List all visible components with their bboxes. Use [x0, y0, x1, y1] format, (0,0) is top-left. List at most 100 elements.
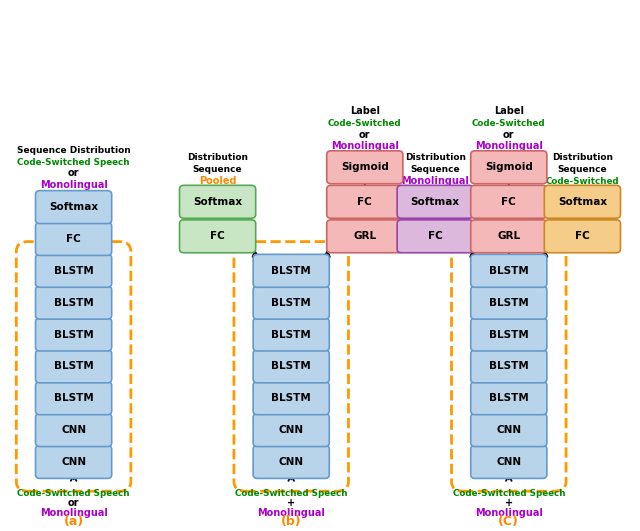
Text: CNN: CNN — [496, 457, 522, 467]
FancyBboxPatch shape — [471, 382, 547, 415]
Text: BLSTM: BLSTM — [489, 330, 529, 339]
Text: (b): (b) — [281, 515, 301, 528]
Text: BLSTM: BLSTM — [271, 266, 311, 276]
Text: CNN: CNN — [61, 425, 86, 435]
Text: or: or — [68, 498, 79, 508]
FancyBboxPatch shape — [471, 185, 547, 218]
Text: Code-Switched Speech: Code-Switched Speech — [452, 489, 565, 498]
FancyBboxPatch shape — [471, 286, 547, 319]
Text: Sequence Distribution: Sequence Distribution — [17, 146, 131, 155]
Text: Monolingual: Monolingual — [331, 141, 399, 151]
Text: FC: FC — [66, 234, 81, 244]
Text: Code-Switched: Code-Switched — [328, 119, 402, 128]
Text: CNN: CNN — [278, 425, 304, 435]
Text: Monolingual: Monolingual — [40, 508, 108, 518]
FancyBboxPatch shape — [179, 220, 256, 253]
Text: Softmax: Softmax — [558, 197, 607, 207]
FancyBboxPatch shape — [397, 220, 474, 253]
Text: GRL: GRL — [497, 232, 520, 241]
FancyBboxPatch shape — [36, 382, 111, 415]
Text: BLSTM: BLSTM — [489, 362, 529, 371]
FancyBboxPatch shape — [253, 382, 329, 415]
Text: Monolingual: Monolingual — [475, 508, 543, 518]
Text: BLSTM: BLSTM — [54, 393, 93, 403]
Text: BLSTM: BLSTM — [54, 266, 93, 276]
Text: Distribution: Distribution — [187, 153, 248, 162]
Text: +: + — [505, 498, 513, 508]
Text: Softmax: Softmax — [193, 197, 242, 207]
Text: FC: FC — [357, 197, 372, 207]
FancyBboxPatch shape — [471, 254, 547, 287]
Text: or: or — [68, 168, 79, 178]
Text: Code-Switched Speech: Code-Switched Speech — [235, 489, 348, 498]
FancyBboxPatch shape — [471, 350, 547, 383]
Text: Code-Switched: Code-Switched — [545, 177, 620, 186]
Text: CNN: CNN — [496, 425, 522, 435]
Text: (a): (a) — [63, 515, 84, 528]
FancyBboxPatch shape — [471, 446, 547, 478]
FancyBboxPatch shape — [36, 446, 111, 478]
Text: GRL: GRL — [353, 232, 376, 241]
Text: or: or — [359, 130, 371, 140]
Text: Code-Switched Speech: Code-Switched Speech — [17, 158, 130, 167]
Text: Sequence: Sequence — [557, 165, 607, 174]
FancyBboxPatch shape — [36, 254, 111, 287]
Text: BLSTM: BLSTM — [489, 266, 529, 276]
FancyBboxPatch shape — [397, 185, 474, 218]
Text: CNN: CNN — [278, 457, 304, 467]
FancyBboxPatch shape — [253, 350, 329, 383]
Text: or: or — [503, 130, 515, 140]
Text: Monolingual: Monolingual — [40, 180, 108, 190]
FancyBboxPatch shape — [471, 318, 547, 351]
FancyBboxPatch shape — [36, 318, 111, 351]
FancyBboxPatch shape — [327, 151, 403, 184]
Text: BLSTM: BLSTM — [54, 330, 93, 339]
FancyBboxPatch shape — [253, 414, 329, 447]
Text: Softmax: Softmax — [49, 202, 98, 212]
FancyBboxPatch shape — [36, 350, 111, 383]
Text: CNN: CNN — [61, 457, 86, 467]
Text: Code-Switched Speech: Code-Switched Speech — [17, 489, 130, 498]
Text: Sigmoid: Sigmoid — [341, 162, 388, 172]
Text: BLSTM: BLSTM — [271, 330, 311, 339]
Text: (C): (C) — [499, 515, 519, 528]
Text: BLSTM: BLSTM — [489, 298, 529, 307]
FancyBboxPatch shape — [179, 185, 256, 218]
FancyBboxPatch shape — [253, 254, 329, 287]
Text: Monolingual: Monolingual — [475, 141, 543, 151]
FancyBboxPatch shape — [545, 220, 621, 253]
FancyBboxPatch shape — [36, 414, 111, 447]
Text: Label: Label — [350, 106, 380, 116]
FancyBboxPatch shape — [253, 286, 329, 319]
FancyBboxPatch shape — [36, 191, 111, 224]
Text: Sequence: Sequence — [193, 165, 243, 174]
Text: BLSTM: BLSTM — [271, 393, 311, 403]
FancyBboxPatch shape — [471, 220, 547, 253]
Text: FC: FC — [575, 232, 590, 241]
Text: BLSTM: BLSTM — [271, 298, 311, 307]
FancyBboxPatch shape — [327, 185, 403, 218]
Text: Distribution: Distribution — [552, 153, 613, 162]
Text: BLSTM: BLSTM — [271, 362, 311, 371]
Text: FC: FC — [428, 232, 443, 241]
Text: Monolingual: Monolingual — [257, 508, 325, 518]
FancyBboxPatch shape — [36, 222, 111, 255]
FancyBboxPatch shape — [36, 286, 111, 319]
FancyBboxPatch shape — [471, 414, 547, 447]
Text: Distribution: Distribution — [404, 153, 466, 162]
FancyBboxPatch shape — [327, 220, 403, 253]
Text: Sequence: Sequence — [410, 165, 460, 174]
Text: Label: Label — [494, 106, 524, 116]
FancyBboxPatch shape — [471, 151, 547, 184]
Text: Pooled: Pooled — [199, 176, 236, 186]
Text: BLSTM: BLSTM — [54, 298, 93, 307]
Text: Sigmoid: Sigmoid — [485, 162, 532, 172]
Text: +: + — [287, 498, 295, 508]
FancyBboxPatch shape — [253, 318, 329, 351]
Text: BLSTM: BLSTM — [489, 393, 529, 403]
Text: Monolingual: Monolingual — [401, 176, 469, 186]
Text: BLSTM: BLSTM — [54, 362, 93, 371]
FancyBboxPatch shape — [253, 446, 329, 478]
Text: FC: FC — [501, 197, 516, 207]
Text: Softmax: Softmax — [411, 197, 460, 207]
